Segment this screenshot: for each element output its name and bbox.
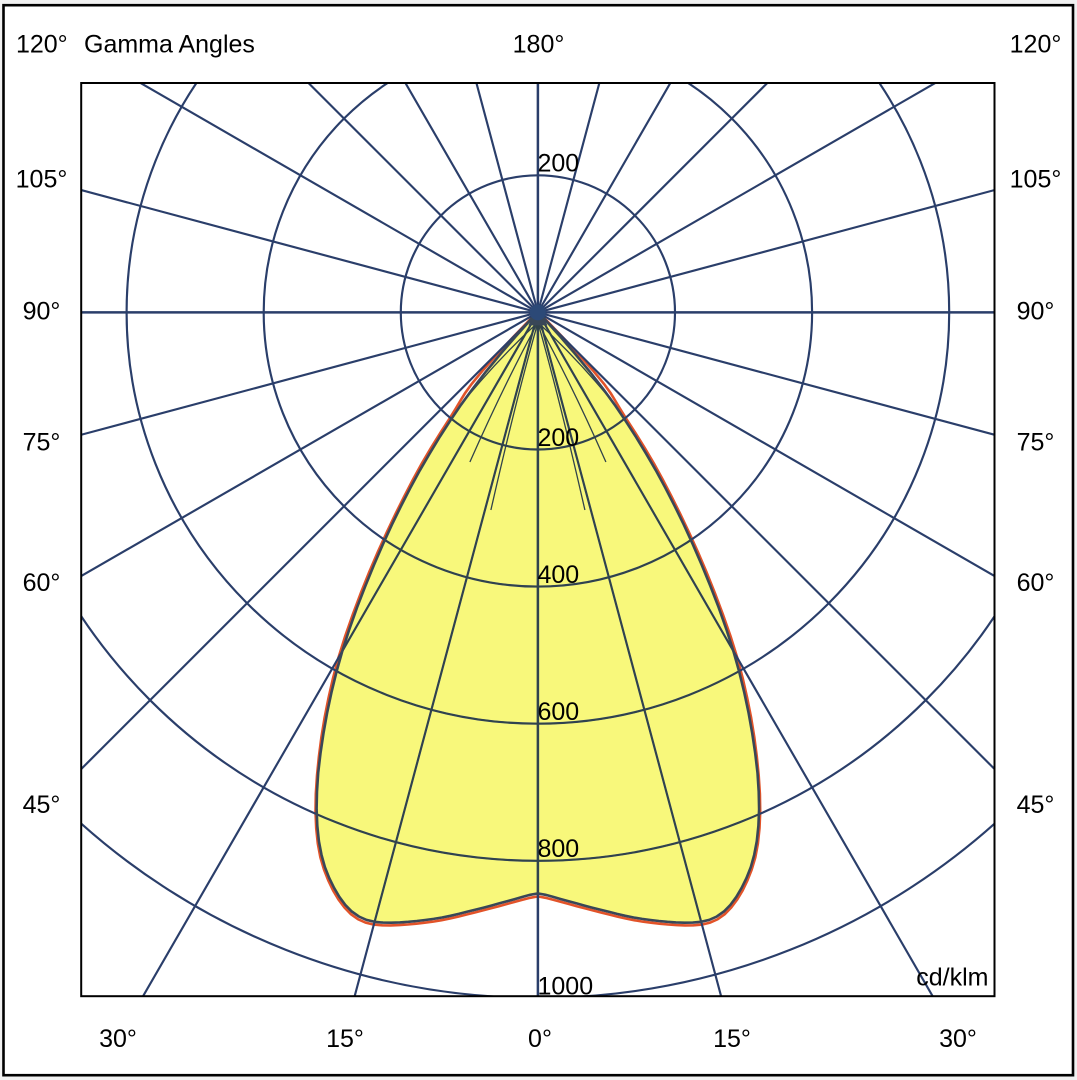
svg-text:60°: 60° [1017, 569, 1055, 597]
svg-text:90°: 90° [23, 297, 61, 325]
svg-text:15°: 15° [713, 1025, 751, 1053]
svg-text:Gamma Angles: Gamma Angles [84, 31, 255, 59]
svg-text:600: 600 [538, 698, 580, 726]
svg-text:75°: 75° [1017, 428, 1055, 456]
svg-text:200: 200 [538, 424, 580, 452]
svg-text:45°: 45° [1017, 791, 1055, 819]
svg-text:cd/klm: cd/klm [916, 964, 988, 992]
svg-text:0°: 0° [528, 1025, 552, 1053]
svg-text:120°: 120° [16, 31, 68, 59]
svg-text:1000: 1000 [538, 972, 594, 1000]
svg-text:105°: 105° [16, 165, 68, 193]
svg-text:400: 400 [538, 561, 580, 589]
svg-text:30°: 30° [939, 1025, 977, 1053]
svg-text:30°: 30° [99, 1025, 137, 1053]
svg-text:800: 800 [538, 835, 580, 863]
svg-text:200: 200 [538, 150, 580, 178]
svg-text:60°: 60° [23, 569, 61, 597]
svg-text:90°: 90° [1017, 297, 1055, 325]
svg-text:45°: 45° [23, 791, 61, 819]
svg-text:120°: 120° [1010, 31, 1062, 59]
svg-text:75°: 75° [23, 428, 61, 456]
svg-text:15°: 15° [326, 1025, 364, 1053]
svg-text:180°: 180° [513, 31, 565, 59]
svg-text:105°: 105° [1010, 165, 1062, 193]
